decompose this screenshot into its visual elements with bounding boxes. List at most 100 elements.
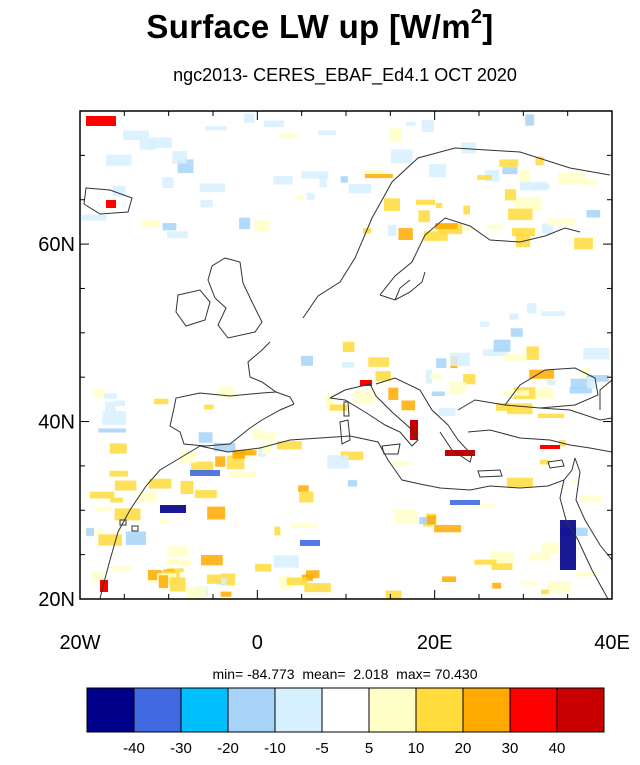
- field-cell: [220, 591, 232, 597]
- field-cell: [410, 420, 418, 440]
- field-cell: [114, 480, 137, 491]
- field-cell: [190, 470, 220, 476]
- field-cell: [239, 217, 251, 230]
- field-cell: [586, 377, 596, 389]
- field-cell: [429, 164, 447, 178]
- field-cell: [244, 113, 255, 123]
- field-cell: [436, 202, 443, 209]
- field-cell: [462, 226, 475, 231]
- field-cell: [207, 506, 226, 520]
- field-cell: [109, 443, 127, 454]
- field-cell: [100, 580, 108, 592]
- field-cell: [406, 121, 416, 126]
- field-cell: [541, 311, 566, 316]
- field-cell: [509, 313, 519, 320]
- field-cell: [572, 478, 579, 483]
- field-cell: [492, 582, 502, 589]
- field-cell: [89, 491, 115, 499]
- field-cell: [112, 566, 132, 572]
- field-cell: [91, 571, 105, 583]
- field-cell: [115, 400, 125, 406]
- field-cell: [586, 210, 601, 218]
- field-cell: [329, 404, 348, 411]
- field-cell: [547, 581, 572, 593]
- field-cell: [434, 525, 461, 533]
- field-cell: [421, 120, 434, 132]
- field-cell: [547, 379, 556, 385]
- field-cell: [508, 208, 533, 221]
- field-cell: [276, 441, 302, 450]
- field-cell: [148, 478, 172, 489]
- field-cell: [327, 455, 349, 469]
- field-cell: [527, 303, 537, 314]
- field-cell: [388, 387, 399, 400]
- field-cell: [364, 169, 385, 174]
- field-cell: [264, 120, 285, 128]
- field-cell: [104, 393, 117, 399]
- field-cell: [574, 237, 593, 250]
- field-cell: [539, 460, 550, 465]
- colorbar-swatch: [227, 687, 276, 733]
- colorbar-label: 20: [454, 740, 472, 757]
- field-cell: [529, 369, 555, 379]
- field-cell: [125, 531, 146, 545]
- field-cell: [147, 570, 162, 581]
- field-cell: [427, 515, 436, 525]
- field-cell: [353, 390, 375, 404]
- field-cell: [109, 470, 128, 477]
- field-cell: [463, 374, 476, 385]
- field-cell: [535, 156, 544, 166]
- field-cell: [347, 480, 357, 487]
- field-cell: [504, 189, 517, 201]
- field-cell: [286, 577, 308, 586]
- field-cell: [394, 509, 418, 524]
- colorbar-label: -5: [315, 740, 329, 757]
- field-cell: [301, 355, 313, 366]
- field-cell: [199, 183, 226, 193]
- field-cell: [364, 174, 393, 179]
- field-cell: [575, 571, 597, 577]
- colorbar-label: -10: [264, 740, 286, 757]
- colorbar-label: 5: [364, 740, 374, 757]
- field-cell: [525, 114, 535, 126]
- plot-subtitle: ngc2013- CERES_EBAF_Ed4.1 OCT 2020: [173, 65, 517, 85]
- x-tick-label: 0: [252, 632, 263, 654]
- field-cell: [95, 506, 112, 511]
- field-cell: [526, 346, 539, 360]
- field-cell: [167, 568, 184, 573]
- field-cell: [474, 559, 497, 565]
- field-cell: [389, 127, 402, 142]
- field-cell: [438, 407, 456, 416]
- field-cell: [304, 583, 331, 593]
- field-cell: [461, 142, 477, 154]
- field-cell: [583, 348, 610, 360]
- stat-max: 70.430: [434, 666, 478, 682]
- field-cell: [298, 485, 309, 492]
- field-cell: [251, 430, 262, 436]
- field-cell: [442, 576, 457, 582]
- field-cell: [253, 432, 276, 441]
- difference-field: [81, 113, 610, 599]
- field-cell: [160, 505, 186, 513]
- colorbar-label: -20: [217, 740, 239, 757]
- colorbar: [86, 687, 605, 733]
- field-cell: [98, 428, 126, 433]
- field-cell: [541, 589, 549, 595]
- stat-mean: 2.018: [353, 666, 389, 682]
- colorbar-label: 30: [501, 740, 519, 757]
- field-cell: [360, 380, 372, 386]
- field-cell: [319, 176, 327, 188]
- x-tick-label: 40E: [594, 632, 630, 654]
- field-cell: [541, 542, 570, 554]
- map-ticks: 20W 0 20E 40E 60N 40N 20N: [38, 110, 630, 654]
- coastlines: [83, 147, 612, 599]
- field-cell: [273, 176, 293, 185]
- field-cell: [215, 456, 226, 467]
- x-tick-label: 20E: [417, 632, 453, 654]
- field-cell: [205, 126, 227, 131]
- field-cell: [569, 386, 592, 394]
- field-cell: [580, 496, 602, 503]
- field-cell: [418, 210, 430, 223]
- field-cell: [220, 573, 236, 586]
